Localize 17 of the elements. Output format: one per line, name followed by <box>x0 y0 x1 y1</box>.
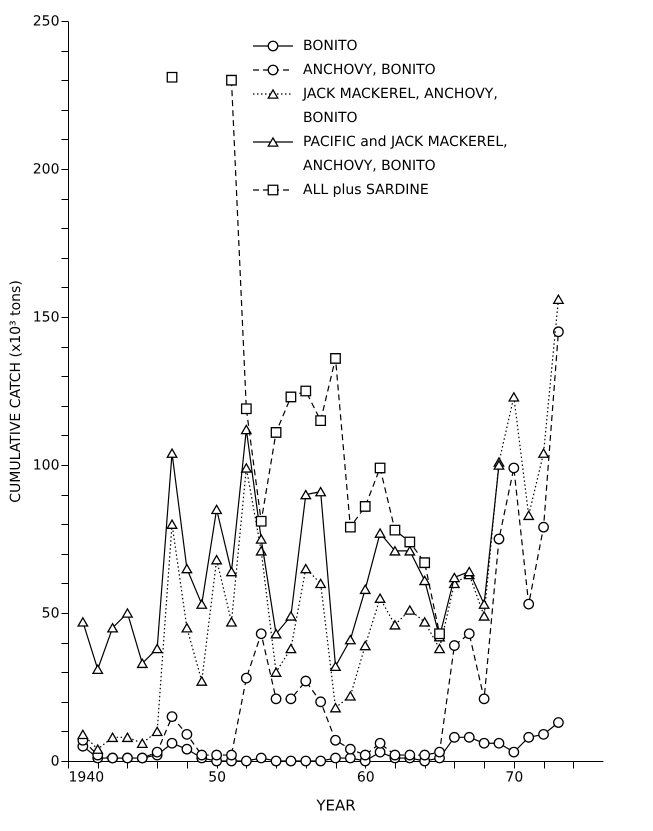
x-tick-label: 50 <box>208 770 226 786</box>
y-tick-label: 250 <box>32 14 60 30</box>
legend-label: BONITO <box>303 38 358 54</box>
legend-label: PACIFIC and JACK MACKEREL, ANCHOVY, BONITO <box>303 134 508 174</box>
x-tick-label: 60 <box>356 770 375 786</box>
legend-label: ALL plus SARDINE <box>303 182 429 198</box>
legend-label: ANCHOVY, BONITO <box>303 62 436 78</box>
x-tick-label: 70 <box>505 770 524 786</box>
y-tick-label: 200 <box>32 162 60 178</box>
y-tick-label: 0 <box>50 754 60 770</box>
y-tick-label: 150 <box>32 310 60 326</box>
y-tick-label: 50 <box>42 606 60 622</box>
x-axis-title: YEAR <box>315 796 356 814</box>
y-axis-title: CUMULATIVE CATCH (x10³ tons) <box>8 280 24 503</box>
y-tick-label: 100 <box>32 458 60 474</box>
legend-label: JACK MACKEREL, ANCHOVY, BONITO <box>302 86 498 126</box>
x-tick-label: 1940 <box>68 770 104 786</box>
